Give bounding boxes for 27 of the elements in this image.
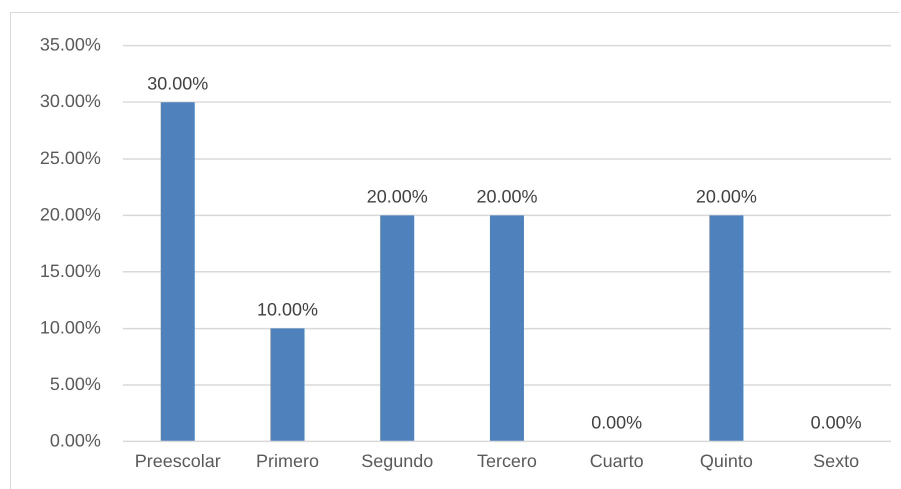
- bar: [490, 215, 524, 441]
- x-tick-label: Preescolar: [134, 451, 221, 472]
- y-tick-label: 35.00%: [40, 34, 101, 55]
- data-label: 20.00%: [366, 186, 428, 206]
- data-label: 0.00%: [810, 412, 862, 432]
- y-tick-label: 15.00%: [40, 260, 101, 281]
- x-tick-label: Cuarto: [590, 451, 644, 472]
- y-tick-label: 30.00%: [40, 91, 101, 112]
- bar: [160, 102, 195, 441]
- bar: [709, 215, 744, 441]
- y-tick-label: 5.00%: [50, 374, 101, 394]
- bar: [270, 328, 304, 441]
- x-tick-label: Segundo: [361, 451, 434, 472]
- data-label: 0.00%: [591, 412, 642, 432]
- y-tick-label: 10.00%: [40, 317, 101, 338]
- x-tick-label: Quinto: [700, 451, 753, 472]
- x-tick-label: Tercero: [476, 451, 537, 472]
- data-label: 30.00%: [147, 73, 208, 94]
- data-label: 10.00%: [256, 299, 318, 320]
- data-label: 20.00%: [696, 186, 757, 206]
- x-tick-label: Primero: [256, 451, 319, 472]
- bar: [380, 215, 414, 441]
- y-tick-label: 0.00%: [50, 430, 101, 450]
- x-tick-label: Sexto: [813, 451, 860, 472]
- y-tick-label: 20.00%: [40, 204, 101, 224]
- data-label: 20.00%: [476, 186, 538, 206]
- y-tick-label: 25.00%: [40, 148, 101, 168]
